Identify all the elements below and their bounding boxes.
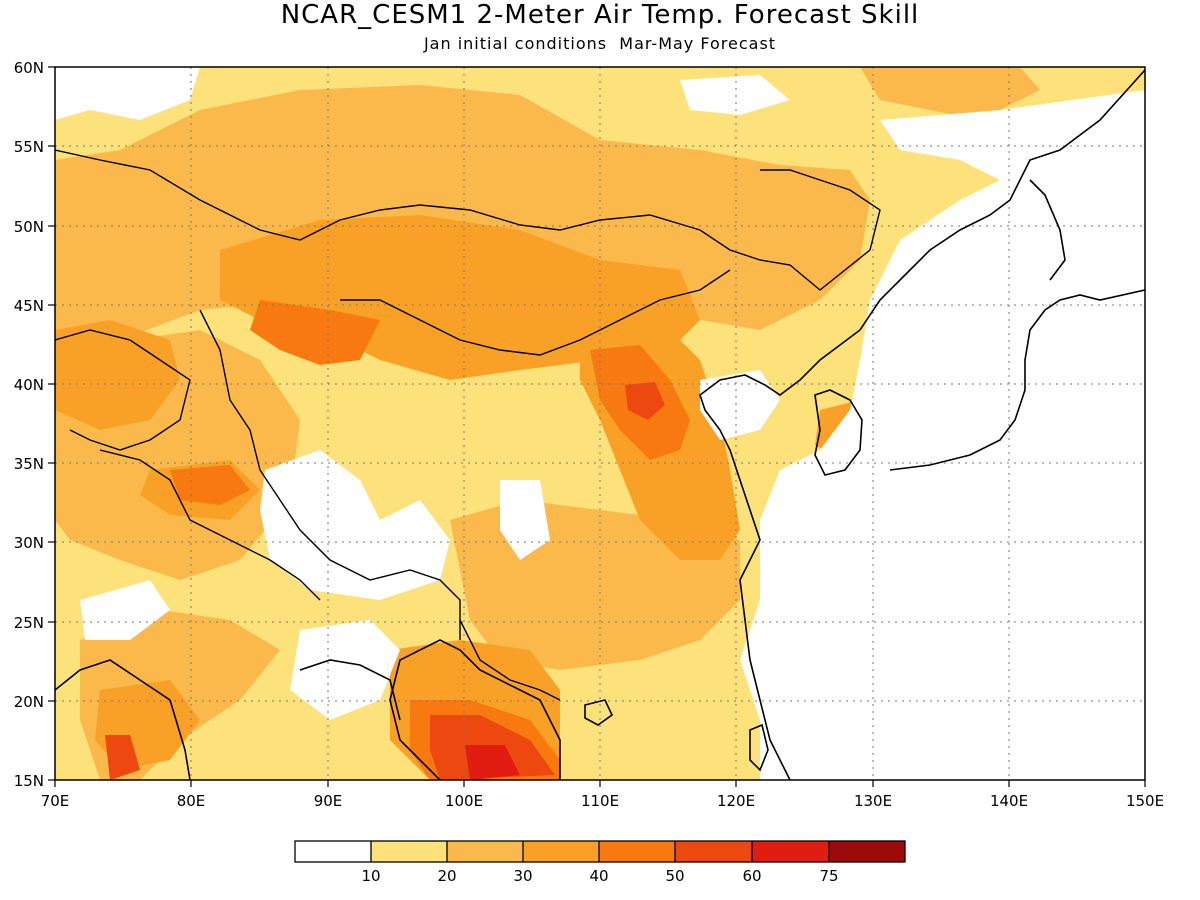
colorbar-swatch <box>447 841 523 862</box>
lat-label-25n: 25N <box>14 614 44 632</box>
coastline-japan <box>889 289 1145 471</box>
country-borders <box>55 149 881 701</box>
coastline-korea <box>814 389 863 476</box>
lon-label-110e: 110E <box>581 792 619 810</box>
field-lt10-bohai <box>700 370 780 440</box>
lat-label-45n: 45N <box>14 297 44 315</box>
field-lt10-bay <box>290 620 400 720</box>
coastline-east-asia <box>699 69 1145 780</box>
lon-labels: 70E 80E 90E 100E 110E 120E 130E 140E 150… <box>41 792 1164 810</box>
colorbar: 10 20 30 40 50 60 75 <box>294 840 906 885</box>
coastlines <box>55 69 1145 780</box>
border-central-asia <box>55 329 191 451</box>
colorbar-swatch <box>675 841 752 862</box>
map-subtitle: Jan initial conditions Mar-May Forecast <box>423 34 777 53</box>
map-title: NCAR_CESM1 2-Meter Air Temp. Forecast Sk… <box>280 0 920 30</box>
field-40-50-tibet <box>170 465 250 505</box>
border-china-mongolia <box>340 269 731 356</box>
lat-label-55n: 55N <box>14 138 44 156</box>
border-russia-mongolia <box>55 149 881 291</box>
colorbar-label-75: 75 <box>819 867 838 885</box>
lon-label-120e: 120E <box>717 792 755 810</box>
field-lt10-ne <box>740 90 1145 780</box>
lat-label-30n: 30N <box>14 534 44 552</box>
field-50-60-nchina <box>625 382 665 420</box>
tick-marks <box>48 66 1146 787</box>
lat-label-35n: 35N <box>14 455 44 473</box>
coastline-hainan <box>584 699 614 726</box>
coastline-taiwan <box>749 723 769 772</box>
border-south-asia <box>99 449 321 601</box>
field-30-40-west <box>55 320 180 430</box>
coastline-bay-bengal <box>299 659 401 721</box>
lat-label-50n: 50N <box>14 218 44 236</box>
skill-field <box>55 67 1145 780</box>
lat-label-60n: 60N <box>14 59 44 77</box>
lon-label-80e: 80E <box>177 792 206 810</box>
colorbar-label-40: 40 <box>589 867 608 885</box>
coastline-indochina <box>389 639 561 780</box>
lon-label-90e: 90E <box>314 792 343 810</box>
field-40-50-mongolia <box>250 300 380 365</box>
lat-labels: 60N 55N 50N 45N 40N 35N 30N 25N 20N 15N <box>14 59 44 790</box>
field-50-60-india <box>105 735 140 780</box>
colorbar-swatch <box>599 841 675 862</box>
colorbar-label-50: 50 <box>665 867 684 885</box>
border-china-west <box>199 309 461 640</box>
colorbar-swatch <box>829 841 905 862</box>
lat-label-20n: 20N <box>14 693 44 711</box>
field-lt10-c <box>500 480 550 560</box>
colorbar-label-30: 30 <box>513 867 532 885</box>
lat-label-40n: 40N <box>14 376 44 394</box>
field-lt10-tibet <box>260 450 450 600</box>
field-lt10-w <box>80 580 170 640</box>
lon-label-70e: 70E <box>41 792 70 810</box>
colorbar-swatch <box>295 841 371 862</box>
coastline-hokkaido <box>1029 179 1066 281</box>
lon-label-100e: 100E <box>445 792 483 810</box>
field-20-30-ne <box>860 67 1040 120</box>
colorbar-swatch <box>371 841 447 862</box>
colorbar-label-10: 10 <box>361 867 380 885</box>
lon-label-130e: 130E <box>854 792 892 810</box>
colorbar-swatch <box>752 841 829 862</box>
field-lt10-nw <box>55 67 200 120</box>
colorbar-frame <box>294 840 906 863</box>
colorbar-label-20: 20 <box>437 867 456 885</box>
lat-label-15n: 15N <box>14 772 44 790</box>
colorbar-label-60: 60 <box>742 867 761 885</box>
lon-label-140e: 140E <box>990 792 1028 810</box>
coastline-india <box>55 659 191 780</box>
field-60-75-indochina <box>465 745 520 780</box>
border-indochina <box>459 619 561 701</box>
colorbar-swatch <box>523 841 599 862</box>
lon-label-150e: 150E <box>1126 792 1164 810</box>
field-lt10-n <box>680 75 790 115</box>
